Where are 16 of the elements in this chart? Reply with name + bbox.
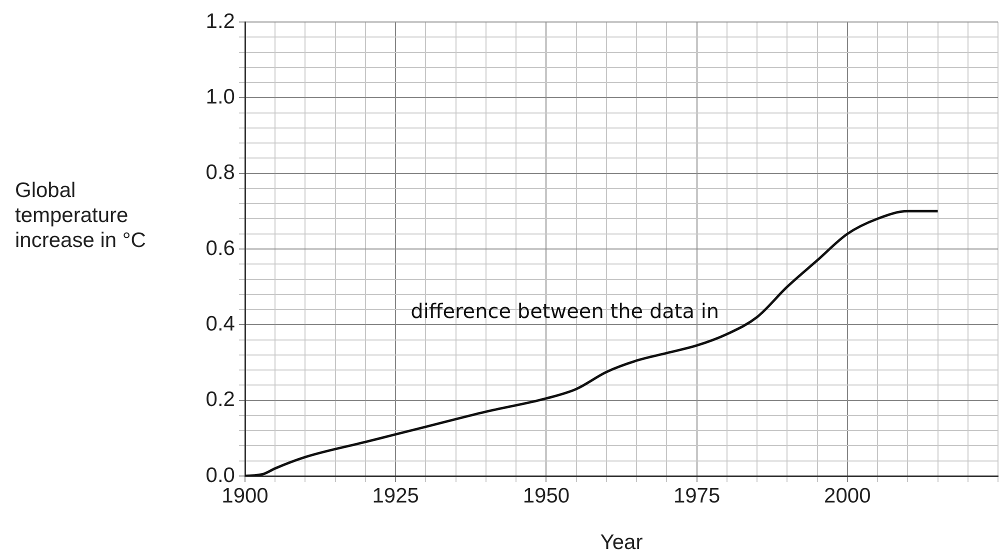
y-tick-label: 0.0: [206, 464, 235, 487]
x-tick-label: 1950: [522, 484, 570, 508]
annotation: difference between the data in: [410, 298, 720, 323]
x-tick-label: 2000: [824, 484, 871, 508]
y-tick-label: 0.2: [206, 388, 235, 412]
y-tick-label: 0.4: [206, 312, 236, 336]
x-axis-title: Year: [600, 531, 643, 554]
y-tick-label: 1.2: [206, 10, 235, 33]
line-series: [245, 210, 940, 476]
y-tick-label: 0.6: [206, 236, 235, 260]
y-tick-label: 1.0: [206, 85, 235, 108]
x-tick-label: 1925: [372, 484, 419, 508]
x-tick-label: 1975: [673, 484, 720, 508]
y-tick-label: 0.8: [206, 161, 235, 184]
x-tick-label: 1900: [222, 484, 268, 508]
y-axis-title: Global temperature increase in °C: [15, 178, 147, 253]
